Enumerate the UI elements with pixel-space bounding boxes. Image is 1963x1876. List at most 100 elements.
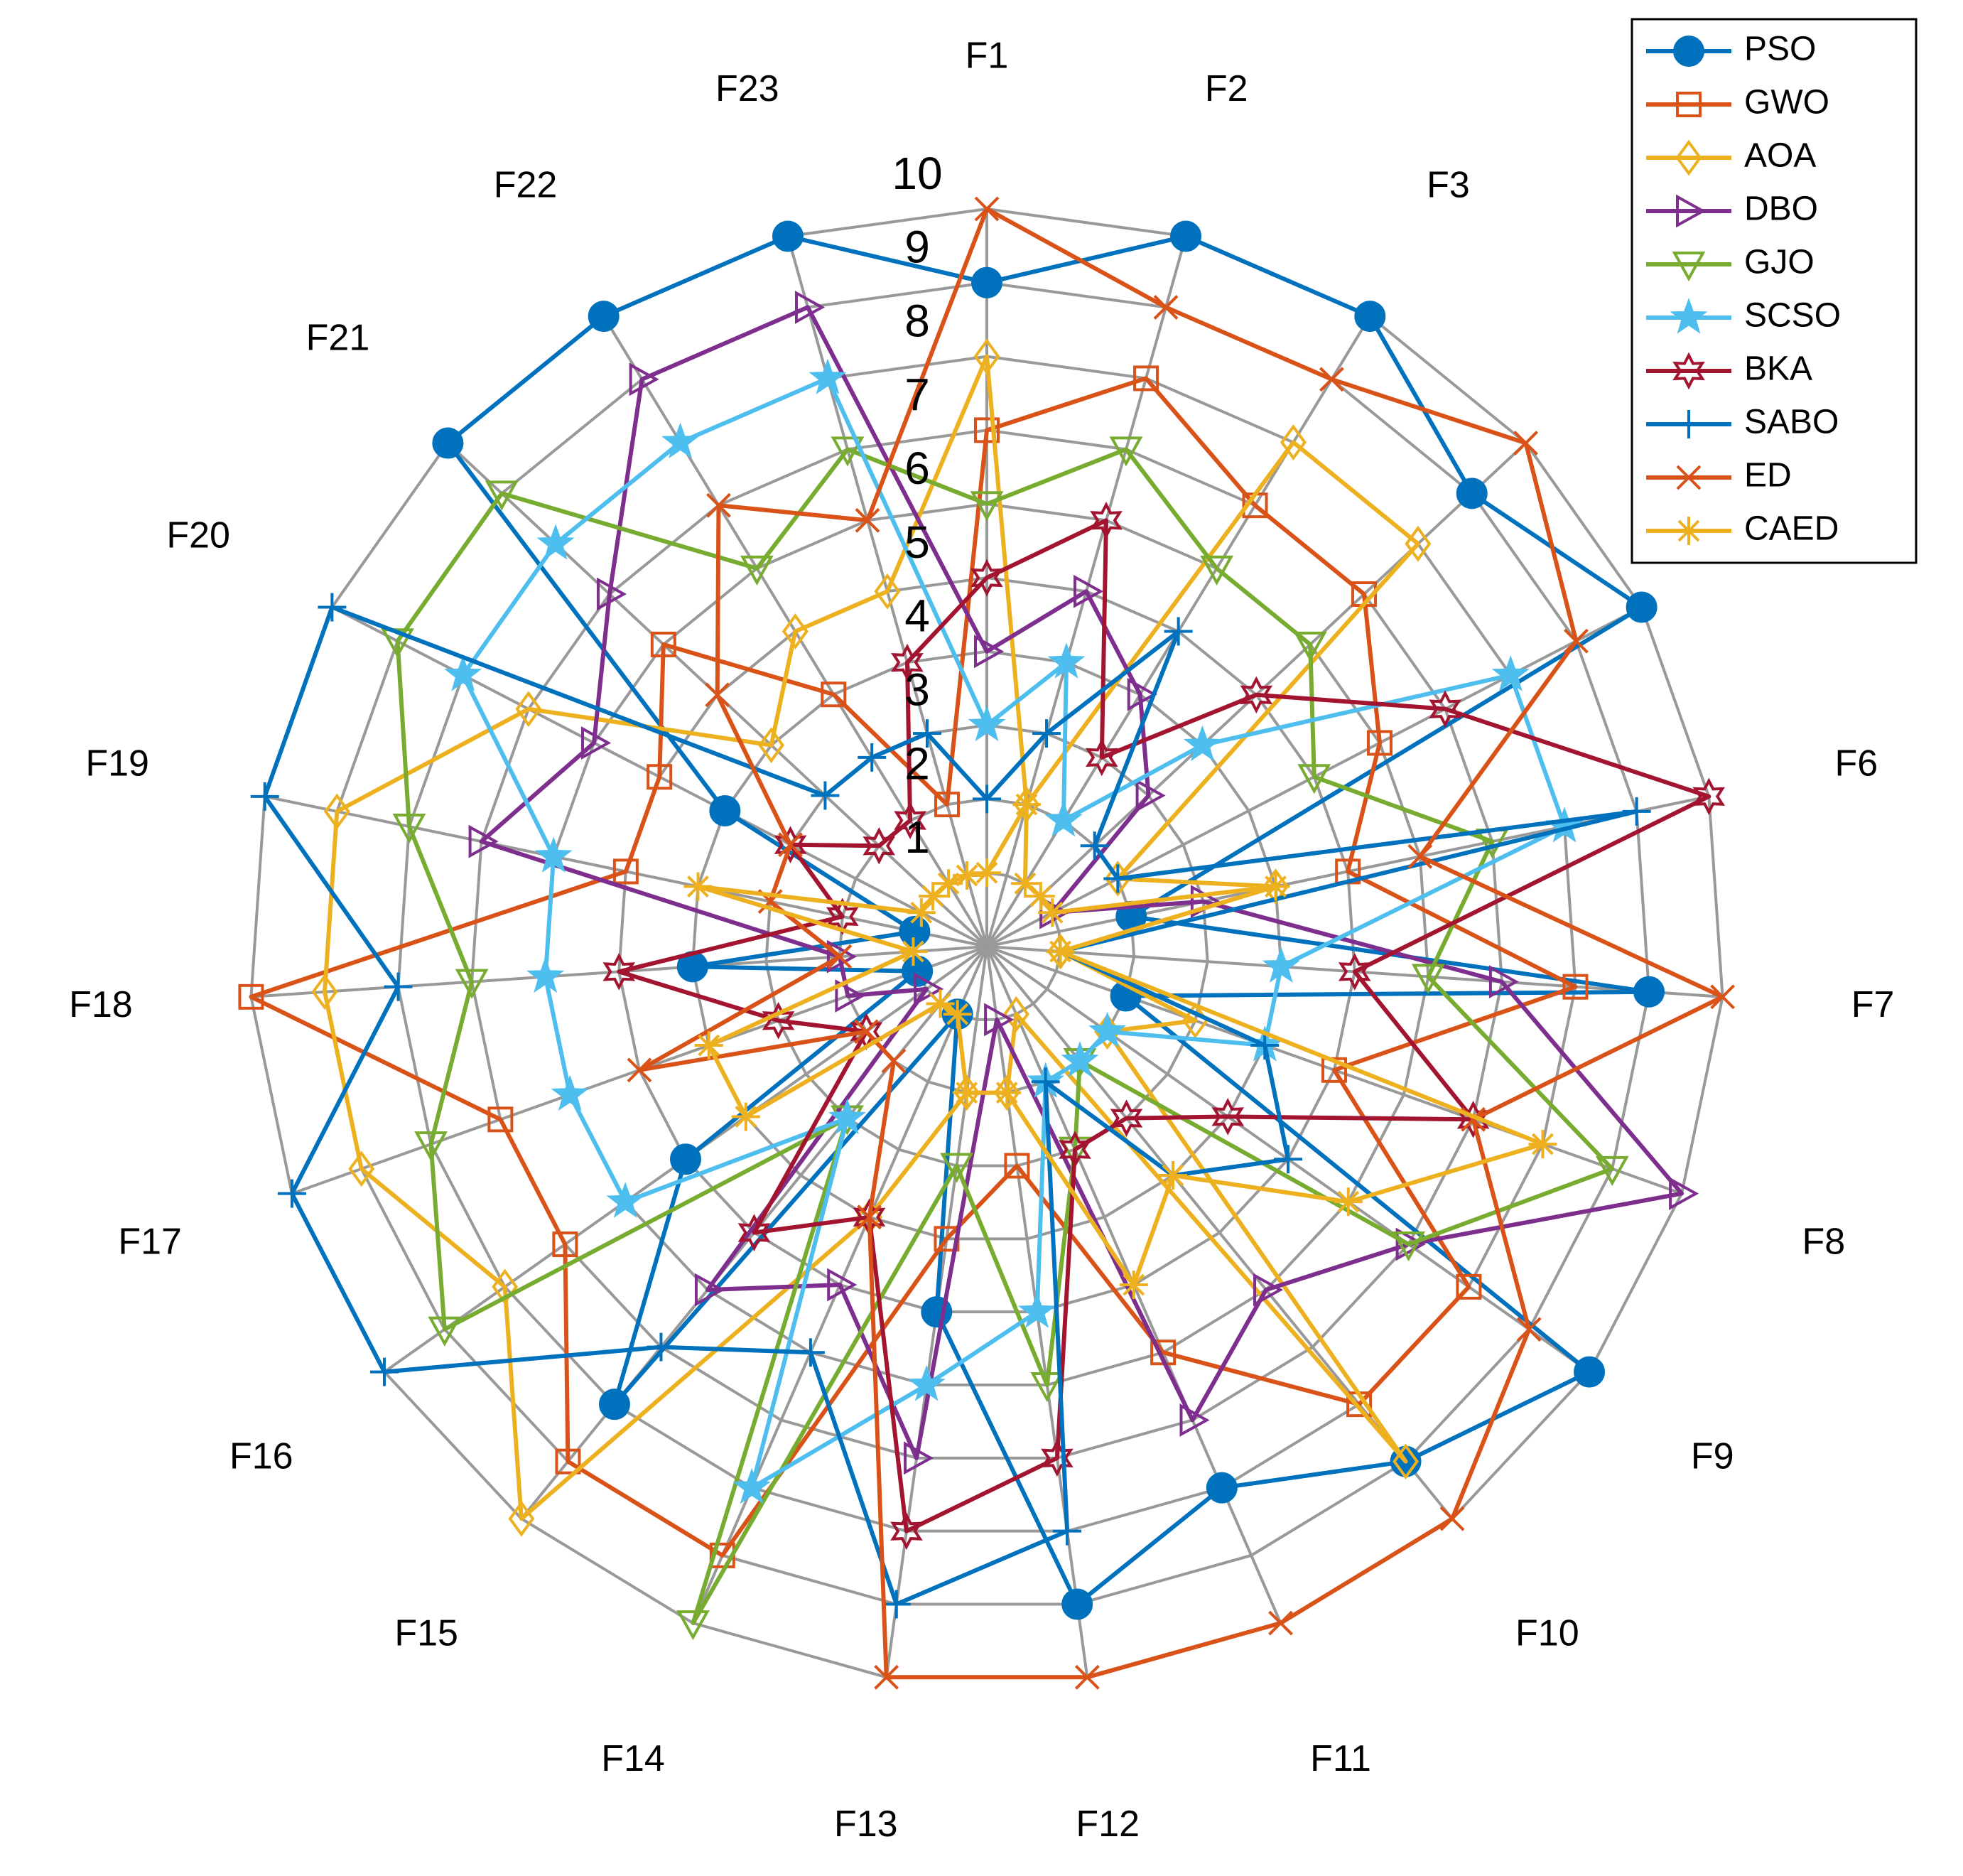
marker	[874, 1664, 899, 1690]
marker	[1012, 790, 1042, 819]
marker	[971, 266, 1002, 298]
marker	[968, 705, 1006, 742]
legend-entry: DBO	[1646, 190, 1818, 228]
series-line	[445, 234, 1651, 1607]
marker	[973, 338, 1000, 375]
marker	[468, 824, 499, 858]
marker	[1240, 676, 1273, 714]
marker	[940, 1153, 973, 1183]
category-label: F7	[1851, 984, 1895, 1025]
marker	[551, 1074, 589, 1111]
marker	[1669, 1177, 1699, 1211]
marker	[952, 1078, 981, 1107]
legend-box	[1631, 18, 1918, 564]
marker	[348, 1150, 375, 1187]
marker	[1297, 764, 1331, 794]
marker	[1164, 617, 1193, 646]
marker	[882, 1590, 911, 1619]
marker	[1411, 964, 1445, 994]
legend-label: SCSO	[1744, 297, 1841, 335]
marker	[311, 974, 338, 1010]
r-tick-label: 5	[904, 517, 930, 568]
category-label: F22	[494, 165, 558, 206]
marker	[1088, 1011, 1127, 1048]
marker	[323, 793, 350, 830]
category-label: F9	[1691, 1436, 1734, 1477]
marker	[706, 492, 731, 518]
marker	[1032, 719, 1061, 748]
marker	[855, 507, 880, 533]
legend-entry: PSO	[1646, 31, 1816, 68]
r-tick-label: 8	[904, 296, 930, 347]
legend-label: PSO	[1744, 31, 1816, 68]
marker	[740, 555, 774, 586]
marker	[508, 1500, 535, 1537]
marker	[1280, 424, 1307, 460]
marker	[683, 872, 713, 901]
category-label: F15	[394, 1612, 458, 1654]
r-tick-label: 3	[904, 664, 930, 716]
marker	[934, 792, 960, 818]
marker	[1053, 1516, 1082, 1546]
marker	[1044, 800, 1083, 837]
marker	[826, 939, 858, 974]
marker	[1103, 864, 1132, 893]
series-group	[683, 790, 1557, 1300]
marker	[647, 1332, 676, 1362]
marker	[1179, 1403, 1210, 1437]
marker	[934, 869, 963, 898]
marker	[1153, 295, 1179, 320]
marker	[762, 1001, 795, 1040]
marker	[705, 682, 730, 708]
marker	[1405, 525, 1432, 562]
marker	[907, 1365, 946, 1401]
marker	[828, 1098, 867, 1135]
marker	[1366, 730, 1393, 756]
marker	[676, 1610, 710, 1641]
marker	[612, 858, 639, 885]
marker	[1041, 1439, 1074, 1477]
marker	[432, 427, 464, 459]
tick-layer: 1 2 3 4 5 6 7 8 9 10	[892, 148, 942, 863]
marker	[1211, 1098, 1245, 1136]
marker	[277, 1179, 306, 1208]
marker	[835, 979, 865, 1013]
marker	[1038, 898, 1067, 927]
marker	[1031, 1067, 1060, 1096]
marker	[943, 1000, 972, 1029]
marker	[894, 802, 926, 839]
marker	[694, 1273, 725, 1307]
marker	[1104, 861, 1131, 897]
marker	[1456, 478, 1488, 510]
series-line	[479, 305, 1684, 1460]
marker	[1047, 933, 1074, 970]
series-line	[249, 376, 1578, 1558]
marker	[1010, 869, 1039, 898]
series-group	[250, 593, 1651, 1619]
marker	[973, 785, 1001, 814]
marker	[602, 953, 636, 991]
marker	[907, 898, 936, 927]
r-tick-label: 9	[904, 222, 930, 273]
series-line	[395, 447, 1615, 1626]
grid-ring	[470, 428, 1503, 1460]
marker	[647, 764, 673, 790]
marker	[1407, 843, 1433, 869]
legend-entry: CAED	[1646, 510, 1839, 548]
legend-marker	[1675, 410, 1703, 438]
marker	[392, 814, 426, 844]
marker	[627, 1057, 652, 1083]
marker	[731, 1102, 760, 1131]
marker	[827, 1268, 858, 1302]
marker	[1439, 1506, 1465, 1531]
category-layer: F1 F2 F3 F6 F7 F8 F9 F10 F11 F12 F13 F14 F15 F16 F17 F1…	[69, 36, 1894, 1845]
marker	[1200, 555, 1233, 586]
marker	[778, 832, 803, 858]
legend-label: ED	[1744, 457, 1792, 495]
marker	[1261, 872, 1290, 901]
marker	[485, 480, 519, 511]
legend-marker	[1676, 92, 1702, 117]
marker	[953, 1074, 980, 1111]
marker	[811, 781, 840, 810]
marker	[1262, 868, 1289, 905]
